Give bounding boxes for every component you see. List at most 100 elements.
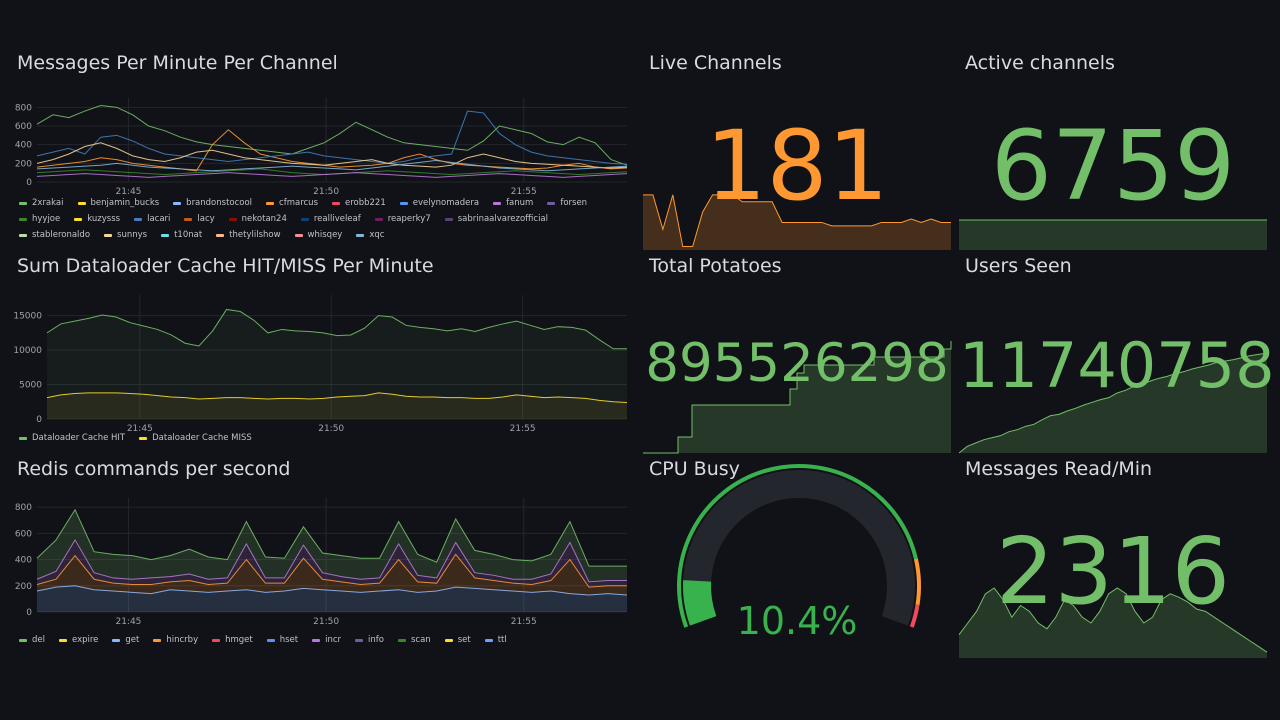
- chart-legend: Dataloader Cache HIT Dataloader Cache MIS…: [19, 433, 624, 443]
- panel-dataloader-cache[interactable]: Sum Dataloader Cache HIT/MISS Per Minute…: [13, 255, 629, 445]
- legend-item[interactable]: incr: [312, 635, 341, 645]
- legend-swatch: [19, 436, 27, 440]
- legend-swatch: [74, 217, 83, 221]
- legend-item[interactable]: stableronaldo: [19, 230, 90, 240]
- legend-swatch: [300, 217, 309, 221]
- series-line: [36, 538, 627, 583]
- x-tick-label: 21:50: [313, 617, 339, 627]
- legend-item[interactable]: 2xrakai: [19, 198, 64, 208]
- messages-read-sparkline: [958, 587, 1268, 658]
- legend-label: whisqey: [307, 230, 343, 240]
- gauge-threshold-orange: [913, 558, 921, 606]
- panel-total-potatoes[interactable]: Total Potatoes 895526298: [643, 255, 952, 454]
- legend-item[interactable]: thetylilshow: [216, 230, 281, 240]
- legend-swatch: [153, 638, 162, 642]
- legend-item[interactable]: info: [355, 635, 384, 645]
- legend-item[interactable]: evelynomadera: [399, 198, 479, 208]
- panel-users-seen[interactable]: Users Seen 11740758: [958, 255, 1275, 454]
- panel-title: Messages Per Minute Per Channel: [17, 52, 338, 74]
- x-tick-label: 21:45: [127, 424, 153, 434]
- legend-item[interactable]: realliveleaf: [300, 214, 361, 224]
- sparkline-area: [959, 588, 1267, 658]
- series-line: [36, 172, 628, 178]
- legend-item[interactable]: benjamin_bucks: [77, 198, 159, 208]
- panel-cpu-busy[interactable]: CPU Busy 10.4%: [643, 458, 951, 658]
- legend-item[interactable]: set: [444, 635, 471, 645]
- legend-swatch: [399, 201, 408, 205]
- legend-item[interactable]: kuzysss: [74, 214, 120, 224]
- users-seen-sparkline: [958, 352, 1268, 454]
- live-channels-sparkline: [643, 194, 951, 250]
- series-line: [36, 508, 627, 567]
- legend-swatch: [266, 201, 275, 205]
- x-tick-label: 21:55: [510, 424, 536, 434]
- legend-label: Dataloader Cache MISS: [152, 433, 252, 443]
- legend-swatch: [216, 233, 225, 237]
- legend-item[interactable]: t10nat: [161, 230, 202, 240]
- panel-live-channels[interactable]: Live Channels 181: [643, 52, 951, 250]
- legend-item[interactable]: nekotan24: [228, 214, 287, 224]
- legend-item[interactable]: hyyjoe: [19, 214, 60, 224]
- legend-label: thetylilshow: [229, 230, 281, 240]
- legend-item[interactable]: scan: [398, 635, 431, 645]
- legend-label: fanum: [506, 198, 534, 208]
- panel-active-channels[interactable]: Active channels 6759: [959, 52, 1267, 250]
- series-area: [37, 509, 627, 582]
- redis-commands-chart[interactable]: 800 600 400 200 0 21:45 21:50 21:55: [15, 496, 629, 627]
- series-line: [46, 308, 627, 350]
- legend-label: hmget: [225, 635, 253, 645]
- legend-label: sabrinaalvarezofficial: [457, 214, 549, 224]
- legend-swatch: [184, 217, 193, 221]
- legend-item[interactable]: fanum: [493, 198, 533, 208]
- legend-item[interactable]: xqc: [356, 230, 384, 240]
- legend-item[interactable]: forsen: [547, 198, 587, 208]
- panel-redis-commands[interactable]: Redis commands per second 800 600 400 200 0 2…: [15, 458, 629, 648]
- legend-item[interactable]: whisqey: [294, 230, 343, 240]
- legend-item[interactable]: sabrinaalvarezofficial: [444, 214, 549, 224]
- chart-legend: del expire get hincrby hmget hset incr info scan…: [19, 635, 624, 645]
- legend-swatch: [398, 638, 406, 642]
- series-line: [36, 110, 628, 165]
- legend-item[interactable]: hset: [266, 635, 298, 645]
- legend-item[interactable]: sunnys: [104, 230, 147, 240]
- legend-label: 2xrakai: [32, 198, 64, 208]
- panel-messages-read[interactable]: Messages Read/Min 2316: [958, 458, 1268, 658]
- legend-item[interactable]: Dataloader Cache HIT: [19, 433, 125, 443]
- legend-item[interactable]: expire: [59, 635, 98, 645]
- legend-item[interactable]: cfmarcus: [266, 198, 318, 208]
- x-tick-label: 21:50: [318, 424, 344, 434]
- legend-item[interactable]: brandonstocool: [173, 198, 252, 208]
- y-tick-label: 800: [15, 503, 32, 513]
- dataloader-cache-chart[interactable]: 15000 10000 5000 0 21:45 21:50 21:55: [13, 293, 629, 434]
- y-tick-label: 10000: [13, 346, 42, 356]
- legend-swatch: [484, 638, 493, 642]
- panel-messages-per-minute[interactable]: Messages Per Minute Per Channel 800 600 40…: [15, 52, 629, 247]
- legend-item[interactable]: Dataloader Cache MISS: [139, 433, 252, 443]
- legend-swatch: [493, 201, 502, 205]
- legend-item[interactable]: lacari: [134, 214, 170, 224]
- legend-item[interactable]: ttl: [484, 635, 507, 645]
- legend-label: info: [368, 635, 384, 645]
- legend-swatch: [19, 638, 27, 642]
- legend-swatch: [355, 638, 364, 642]
- panel-title: Messages Read/Min: [965, 458, 1153, 480]
- messages-per-minute-chart[interactable]: 800 600 400 200 0 21:45 21:50 21:55: [15, 96, 629, 197]
- legend-item[interactable]: get: [112, 635, 139, 645]
- series-area: [47, 309, 627, 419]
- series-area: [37, 585, 627, 612]
- legend-swatch: [134, 217, 143, 221]
- legend-item[interactable]: hincrby: [153, 635, 198, 645]
- legend-item[interactable]: hmget: [212, 635, 253, 645]
- legend-item[interactable]: erobb221: [332, 198, 386, 208]
- legend-item[interactable]: del: [19, 635, 45, 645]
- legend-label: hincrby: [166, 635, 199, 645]
- y-tick-label: 15000: [13, 312, 42, 322]
- x-tick-label: 21:45: [115, 617, 141, 627]
- legend-swatch: [112, 638, 121, 642]
- legend-label: Dataloader Cache HIT: [32, 433, 126, 443]
- legend-item[interactable]: lacy: [184, 214, 215, 224]
- y-tick-label: 600: [15, 122, 32, 132]
- legend-label: set: [457, 635, 471, 645]
- legend-item[interactable]: reaperky7: [374, 214, 431, 224]
- sparkline-line: [643, 341, 952, 454]
